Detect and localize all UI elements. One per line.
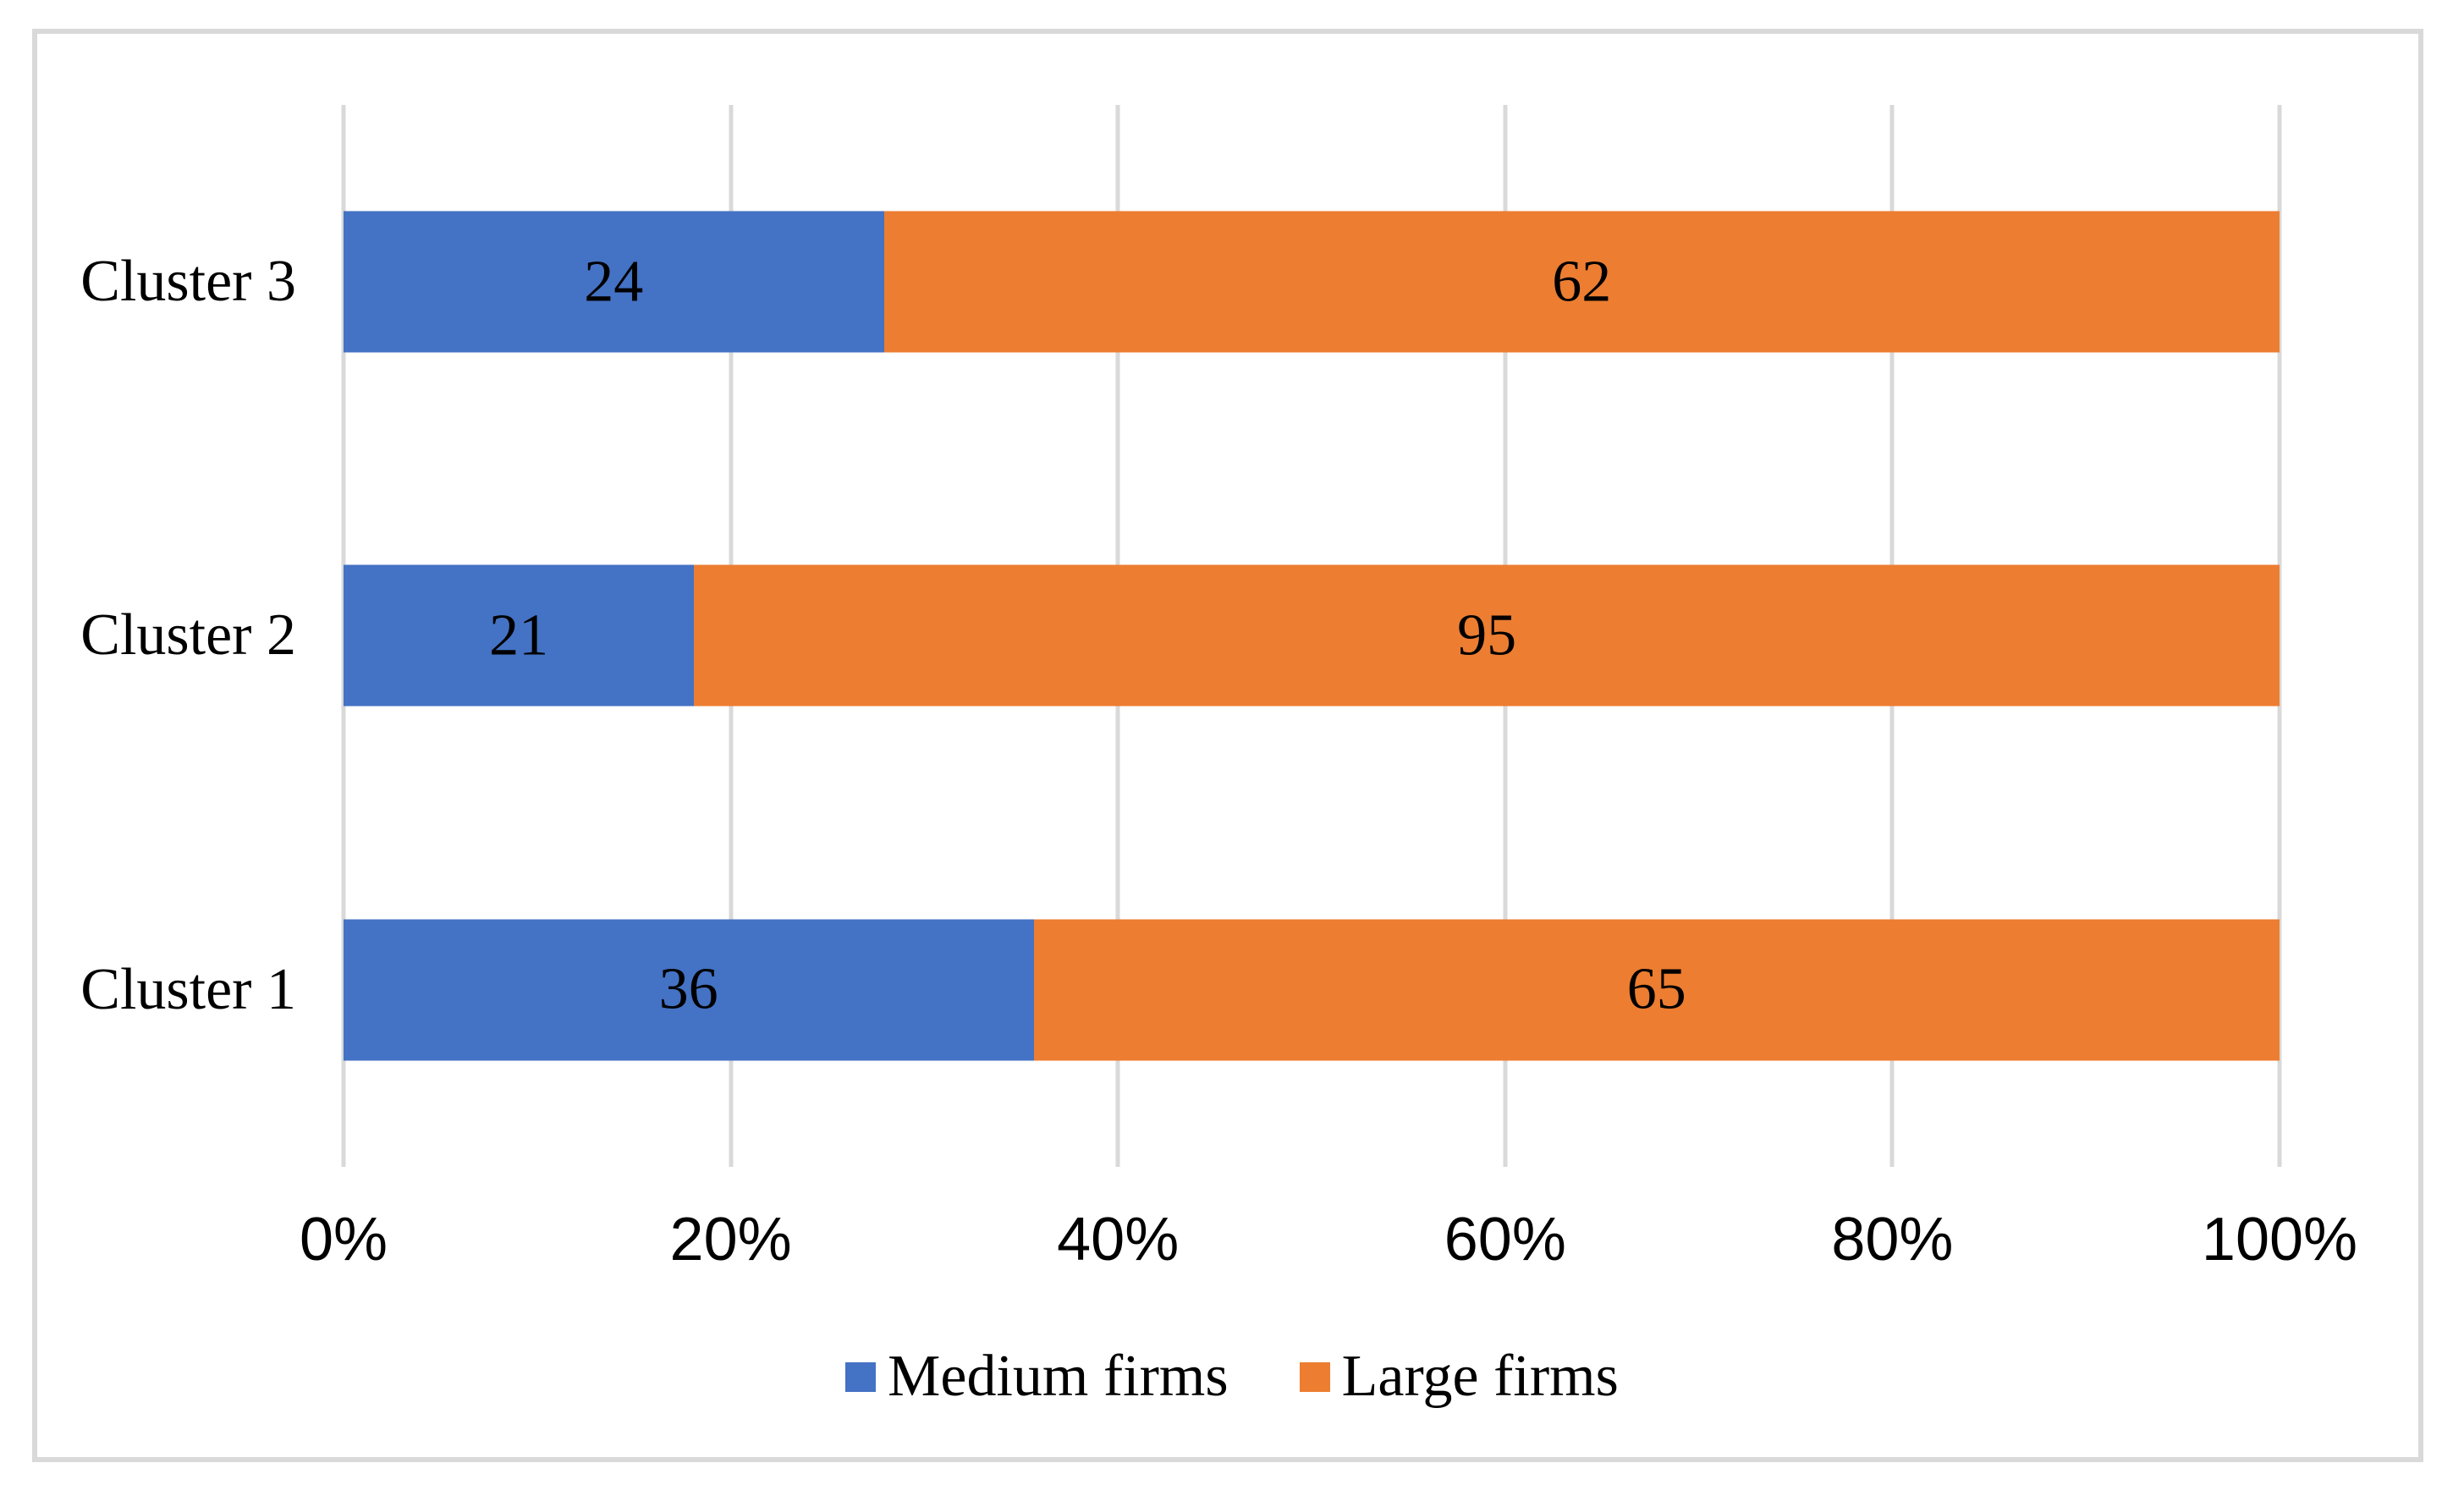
x-axis-tick-label: 20% — [669, 1206, 792, 1273]
bar-row-cluster-1: Cluster 1 36 65 — [80, 813, 2280, 1167]
x-axis-tick-label: 60% — [1444, 1206, 1566, 1273]
data-label: 62 — [1552, 249, 1612, 315]
bar-segment-large-firms: 62 — [883, 211, 2280, 353]
chart-border — [32, 29, 2423, 1462]
bar-row-cluster-3: Cluster 3 24 62 — [80, 105, 2280, 459]
x-axis-tick-label: 0% — [299, 1206, 388, 1273]
legend-label: Medium firms — [888, 1344, 1229, 1409]
gridline-100- — [2277, 105, 2282, 1167]
bar-segment-large-firms: 65 — [1033, 919, 2280, 1061]
legend-label: Large firms — [1341, 1344, 1619, 1409]
legend-swatch-large-firms — [1299, 1361, 1330, 1392]
legend-item-large-firms: Large firms — [1299, 1344, 1619, 1409]
x-axis: 0% 20% 40% 60% 80% 100% — [300, 1195, 2357, 1284]
category-label: Cluster 1 — [80, 956, 296, 1022]
data-label: 65 — [1626, 956, 1686, 1022]
bar-segment-medium-firms: 24 — [344, 211, 884, 353]
bar-segment-medium-firms: 21 — [344, 564, 695, 707]
legend: Medium firms Large firms — [0, 1334, 2464, 1419]
bar-rows: Cluster 3 24 62 Cluster 2 21 95 Cluster 1 36 65 — [80, 105, 2280, 1167]
legend-swatch-medium-firms — [845, 1361, 877, 1392]
category-label: Cluster 2 — [80, 602, 296, 668]
stacked-bar: 21 95 — [344, 564, 2280, 707]
x-axis-tick-label: 80% — [1831, 1206, 1954, 1273]
bar-segment-medium-firms: 36 — [344, 919, 1034, 1061]
x-axis-tick-label: 40% — [1057, 1206, 1180, 1273]
stacked-bar: 24 62 — [344, 211, 2280, 353]
bar-segment-large-firms: 95 — [694, 564, 2280, 707]
category-label: Cluster 3 — [80, 249, 296, 315]
data-label: 36 — [658, 956, 718, 1022]
x-axis-tick-label: 100% — [2201, 1206, 2358, 1273]
data-label: 95 — [1457, 602, 1517, 668]
bar-row-cluster-2: Cluster 2 21 95 — [80, 459, 2280, 812]
data-label: 21 — [489, 602, 549, 668]
plot-area: Cluster 3 24 62 Cluster 2 21 95 Cluster 1 36 65 — [80, 105, 2282, 1167]
stacked-bar: 36 65 — [344, 919, 2280, 1061]
legend-item-medium-firms: Medium firms — [845, 1344, 1229, 1409]
data-label: 24 — [584, 249, 644, 315]
